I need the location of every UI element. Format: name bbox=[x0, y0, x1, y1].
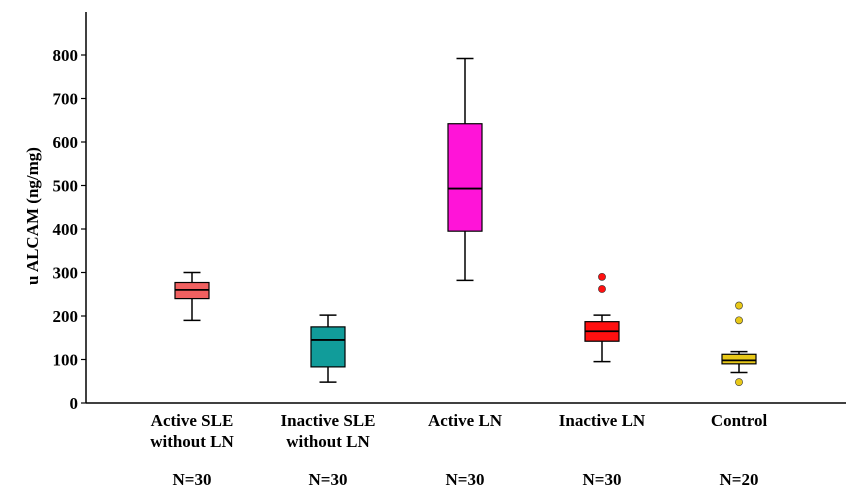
iqr-box bbox=[310, 326, 346, 368]
box-group-2 bbox=[310, 314, 346, 383]
category-label-line: Active SLE bbox=[151, 411, 234, 430]
outlier-point bbox=[735, 378, 743, 387]
n-label-5: N=20 bbox=[720, 470, 759, 489]
n-label-2: N=30 bbox=[309, 470, 348, 489]
box-group-1 bbox=[174, 271, 210, 322]
boxes bbox=[174, 57, 757, 387]
outlier-point bbox=[735, 301, 743, 310]
n-label-4: N=30 bbox=[583, 470, 622, 489]
outlier-point bbox=[598, 272, 606, 281]
category-label-line: without LN bbox=[150, 432, 234, 451]
y-tick-label-0: 0 bbox=[70, 394, 79, 413]
category-label-line: Control bbox=[711, 411, 768, 430]
y-tick-label-300: 300 bbox=[53, 264, 79, 283]
n-labels: N=30 N=30 N=30 N=30 N=20 bbox=[173, 470, 759, 489]
box-group-3 bbox=[447, 57, 483, 282]
y-tick-label-500: 500 bbox=[53, 177, 79, 196]
iqr-box bbox=[447, 123, 483, 232]
y-tick-label-700: 700 bbox=[53, 90, 79, 109]
category-label-line: Active LN bbox=[428, 411, 503, 430]
category-label-3: Active LN bbox=[428, 411, 503, 430]
outlier-point bbox=[735, 316, 743, 325]
y-axis-label: u ALCAM (ng/mg) bbox=[23, 147, 42, 285]
category-label-line: Inactive LN bbox=[559, 411, 646, 430]
category-label-line: Inactive SLE bbox=[281, 411, 376, 430]
y-tick-label-200: 200 bbox=[53, 307, 79, 326]
box-group-4 bbox=[584, 272, 620, 363]
box-group-5 bbox=[721, 301, 757, 387]
axes bbox=[85, 12, 846, 404]
y-ticks: 0 100 200 300 400 500 600 700 800 bbox=[53, 46, 86, 413]
n-label-1: N=30 bbox=[173, 470, 212, 489]
y-tick-label-800: 800 bbox=[53, 46, 79, 65]
outlier-point bbox=[598, 285, 606, 293]
category-label-line: without LN bbox=[286, 432, 370, 451]
x-category-labels: Active SLE without LN Inactive SLE without … bbox=[150, 411, 767, 451]
y-tick-label-600: 600 bbox=[53, 133, 79, 152]
category-label-5: Control bbox=[711, 411, 768, 430]
category-label-2: Inactive SLE without LN bbox=[281, 411, 376, 451]
y-tick-label-100: 100 bbox=[53, 351, 79, 370]
category-label-4: Inactive LN bbox=[559, 411, 646, 430]
iqr-box bbox=[721, 353, 757, 365]
y-tick-label-400: 400 bbox=[53, 220, 79, 239]
category-label-1: Active SLE without LN bbox=[150, 411, 234, 451]
n-label-3: N=30 bbox=[446, 470, 485, 489]
